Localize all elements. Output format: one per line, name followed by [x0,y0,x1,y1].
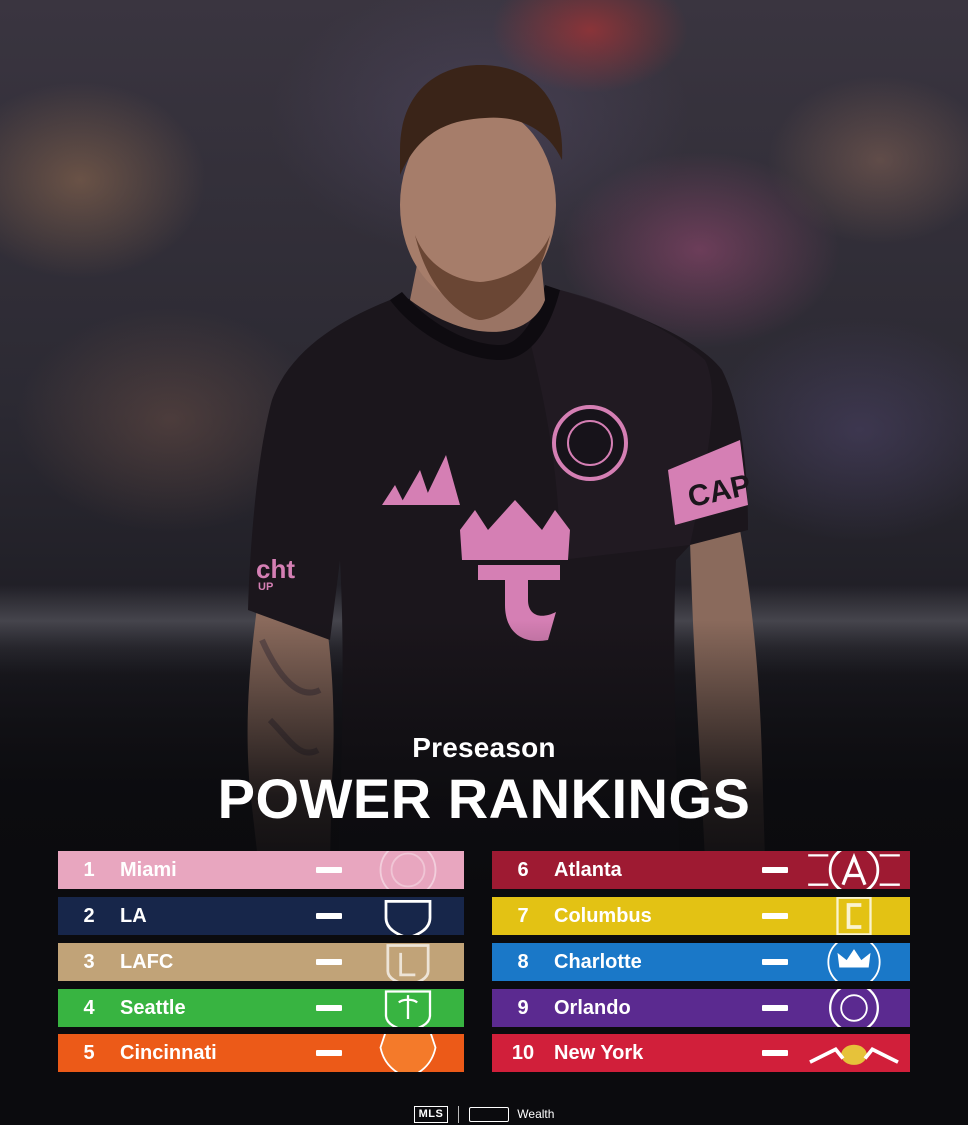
ranking-row-6: 6 Atlanta [492,851,910,889]
sponsor-text: Wealth [517,1107,555,1121]
no-change-dash-icon [762,1050,788,1056]
ranking-row-9: 9 Orlando [492,989,910,1027]
rank-number: 8 [517,950,529,973]
no-change-dash-icon [762,913,788,919]
team-name: LAFC [120,950,174,973]
no-change-dash-icon [762,867,788,873]
team-name: Miami [120,858,177,881]
rank-number: 5 [83,1041,95,1064]
seattle-crest-icon-graphic [384,990,432,1027]
sleeve-sponsor-subtext: UP [258,581,273,593]
ranking-row-2: 2 LA [58,897,464,935]
team-name: Orlando [554,996,631,1019]
orlando-crest-icon [798,989,910,1027]
team-name: Cincinnati [120,1041,217,1064]
no-change-dash-icon [762,1005,788,1011]
team-name: LA [120,904,147,927]
ranking-row-7: 7 Columbus [492,897,910,935]
charlotte-crest-icon-graphic [827,943,881,981]
columbus-crest-icon [798,897,910,935]
team-name: Columbus [554,904,652,927]
no-change-dash-icon [316,959,342,965]
team-name: New York [554,1041,644,1064]
sponsor-mark-icon [469,1107,510,1122]
ranking-row-8: 8 Charlotte [492,943,910,981]
cincinnati-crest-icon-graphic [379,1034,437,1072]
orlando-crest-icon-graphic [829,989,879,1027]
ranking-row-3: 3 LAFC [58,943,464,981]
lafc-crest-icon-graphic [386,944,430,981]
lafc-crest-icon [352,943,464,981]
ranking-row-5: 5 Cincinnati [58,1034,464,1072]
rank-number: 10 [511,1041,535,1064]
columbus-crest-icon-graphic [836,897,872,935]
cincinnati-crest-icon [352,1034,464,1072]
new-york-crest-icon [798,1034,910,1072]
footer-divider [458,1106,460,1123]
team-name: Atlanta [554,858,622,881]
inter-miami-crest-icon-graphic [379,851,437,889]
rank-number: 1 [83,858,95,881]
no-change-dash-icon [762,959,788,965]
no-change-dash-icon [316,867,342,873]
charlotte-crest-icon [798,943,910,981]
page-subtitle: Preseason [412,732,556,763]
rank-number: 7 [517,904,529,927]
page-title: POWER RANKINGS [217,767,751,830]
ranking-row-10: 10 New York [492,1034,910,1072]
new-york-crest-icon-graphic [809,1044,899,1065]
footer: MLS Wealth [0,1106,968,1125]
sponsor-logo: Wealth [469,1106,554,1123]
team-name: Charlotte [554,950,642,973]
no-change-dash-icon [316,1005,342,1011]
rank-number: 6 [517,858,529,881]
ranking-row-4: 4 Seattle [58,989,464,1027]
mls-logo: MLS [413,1106,449,1123]
atlanta-crest-icon-graphic [808,851,900,889]
sleeve-sponsor-text: cht [256,554,295,584]
la-galaxy-crest-icon-graphic [384,899,432,935]
no-change-dash-icon [316,1050,342,1056]
inter-miami-crest-icon [352,851,464,889]
rank-number: 3 [83,950,95,973]
atlanta-crest-icon [798,851,910,889]
team-name: Seattle [120,996,186,1019]
ranking-row-1: 1 Miami [58,851,464,889]
no-change-dash-icon [316,913,342,919]
seattle-crest-icon [352,989,464,1027]
rank-number: 9 [517,996,529,1019]
la-galaxy-crest-icon [352,897,464,935]
rank-number: 4 [83,996,95,1019]
rank-number: 2 [83,904,95,927]
